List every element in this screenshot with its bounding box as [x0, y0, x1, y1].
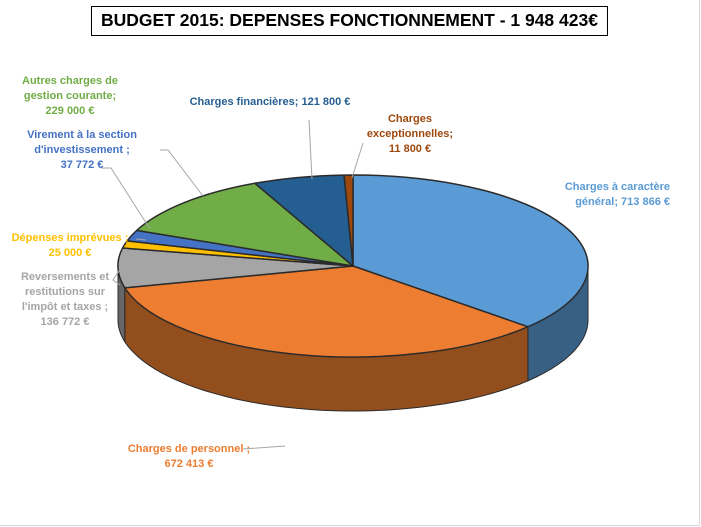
leader-virement-a-la-section-d-investissement — [101, 167, 151, 230]
data-label-line: restitutions sur — [24, 286, 106, 298]
chart-title: BUDGET 2015: DEPENSES FONCTIONNEMENT - 1… — [91, 6, 608, 36]
data-label-line: Charges financières; 121 800 € — [189, 96, 351, 108]
data-label-line: 37 772 € — [60, 159, 104, 171]
leader-lines — [101, 119, 364, 450]
data-label-line: 229 000 € — [45, 105, 95, 117]
data-label-line: 25 000 € — [48, 247, 92, 259]
slice-charges-a-caractere-general — [352, 174, 589, 328]
slice-reversements-et-restitutions-sur-l-impot-et-taxes — [117, 247, 354, 289]
data-label-line: Virement à la section — [27, 129, 137, 141]
data-label-line: d'investissement ; — [34, 144, 130, 156]
leader-charges-exceptionnelles — [351, 142, 364, 179]
data-label-line: gestion courante; — [23, 90, 117, 102]
slice-charges-de-personnel — [124, 265, 529, 358]
data-label-line: Dépenses imprévues ; — [11, 232, 129, 244]
data-label-virement-a-la-section-d-investissement: Virement à la section d'investissement ; 3… — [4, 128, 160, 173]
leader-charges-financieres — [308, 119, 313, 180]
data-label-line: 136 772 € — [40, 316, 90, 328]
data-label-line: l'impôt et taxes ; — [21, 301, 109, 313]
data-label-line: Reversements et — [20, 271, 110, 283]
slice-autres-charges-de-gestion-courante — [135, 182, 354, 267]
leader-depenses-imprevues — [135, 238, 147, 241]
data-label-charges-financieres: Charges financières; 121 800 € — [160, 95, 380, 110]
data-label-line: général; 713 866 € — [575, 196, 670, 208]
data-label-line: exceptionnelles; — [366, 128, 454, 140]
pie-top — [117, 174, 589, 358]
data-label-depenses-imprevues: Dépenses imprévues ; 25 000 € — [4, 231, 136, 261]
leader-autres-charges-de-gestion-courante — [160, 149, 204, 197]
leader-charges-de-personnel — [242, 445, 286, 450]
data-label-line: Charges à caractère — [564, 181, 670, 193]
data-label-charges-a-caractere-general: Charges à caractère général; 713 866 € — [470, 180, 670, 210]
data-label-line: 672 413 € — [164, 458, 214, 470]
data-label-charges-de-personnel: Charges de personnel ; 672 413 € — [104, 442, 274, 472]
data-label-line: Charges — [387, 113, 433, 125]
data-label-line: Autres charges de — [22, 75, 118, 87]
leader-reversements-et-restitutions-sur-l-impot-et-taxes — [112, 252, 132, 286]
data-label-autres-charges-de-gestion-courante: Autres charges de gestion courante; 229 00… — [4, 74, 136, 119]
data-label-line: 11 800 € — [388, 143, 432, 155]
data-label-line: Charges de personnel ; — [127, 443, 251, 455]
data-label-charges-exceptionnelles: Charges exceptionnelles; 11 800 € — [360, 112, 460, 157]
data-label-reversements-et-restitutions-sur-l-impot-et-taxes: Reversements et restitutions sur l'impôt e… — [6, 270, 124, 330]
